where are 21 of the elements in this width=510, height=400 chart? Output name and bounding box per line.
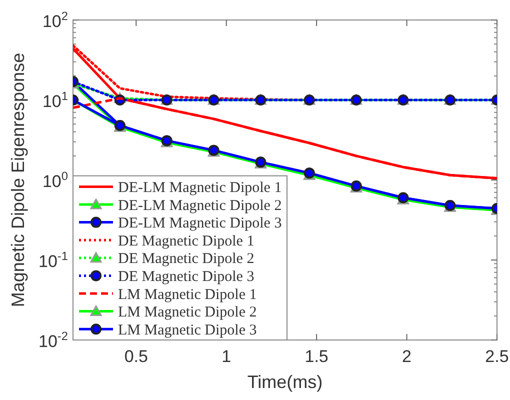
legend-label: DE Magnetic Dipole 1: [118, 233, 254, 250]
legend-label: DE-LM Magnetic Dipole 1: [118, 180, 282, 196]
y-tick-label: 10$^{1}$: [42, 88, 68, 111]
legend-label: DE-LM Magnetic Dipole 3: [118, 216, 282, 232]
y-tick-label: 10$^{2}$: [42, 8, 68, 31]
y-tick-label: 10$^{-2}$: [38, 328, 68, 351]
x-tick-label: 0.5: [124, 347, 148, 366]
legend-label: LM Magnetic Dipole 3: [118, 322, 257, 338]
x-tick-label: 2: [402, 347, 412, 366]
legend-label: DE-LM Magnetic Dipole 2: [118, 198, 282, 214]
y-tick-label: 10$^{-1}$: [38, 248, 68, 271]
x-tick-label: 1: [222, 347, 232, 366]
y-axis-title: Magnetic Dipole Eigenresponse: [8, 52, 28, 308]
legend-label: LM Magnetic Dipole 2: [118, 304, 257, 321]
y-tick-label: 10$^{0}$: [42, 168, 68, 191]
x-tick-label: 2.5: [485, 347, 509, 366]
legend-label: LM Magnetic Dipole 1: [118, 286, 257, 303]
legend-label: DE Magnetic Dipole 2: [118, 251, 254, 268]
x-tick-label: 1.5: [304, 347, 328, 366]
x-axis-title: Time(ms): [247, 372, 323, 392]
legend-label: DE Magnetic Dipole 3: [118, 268, 254, 285]
